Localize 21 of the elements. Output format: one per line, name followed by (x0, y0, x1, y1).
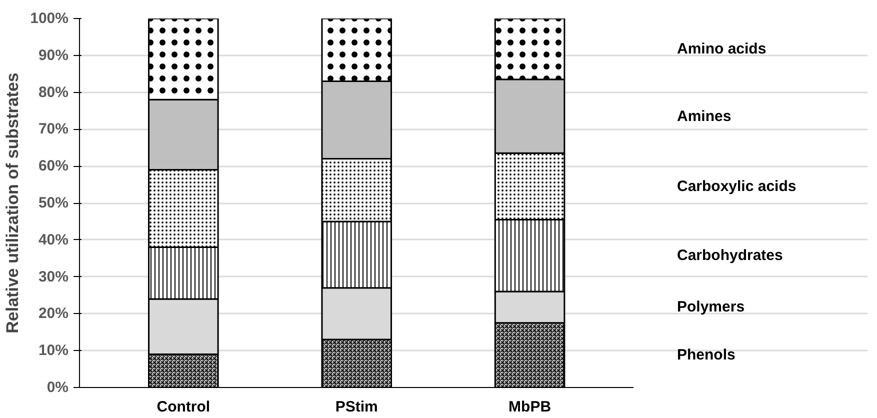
y-tick-label: 40% (38, 231, 69, 248)
text: Carboxylic acids (676, 178, 796, 195)
text: Carbohydrates (676, 247, 783, 264)
text: Amino acids (676, 40, 766, 58)
y-tick-label: 30% (38, 268, 69, 286)
y-axis-title: Relative utilization of substrates (3, 72, 22, 334)
y-tick-label: 90% (38, 46, 69, 64)
y-tick-label: 50% (38, 194, 69, 212)
text: Phenols (676, 346, 736, 364)
y-tick-label: 10% (38, 342, 69, 360)
y-tick-label: 70% (38, 120, 69, 138)
y-tick-label: 100% (30, 10, 69, 27)
y-tick-label: 20% (38, 305, 69, 322)
y-tick-label: 80% (38, 84, 69, 101)
x-tick-label: MbPB (508, 398, 552, 416)
text: Amines (676, 108, 732, 125)
x-tick-label: PStim (335, 398, 378, 416)
x-tick-label: Control (156, 398, 210, 416)
y-tick-label: 0% (46, 379, 69, 396)
text: Polymers (676, 298, 745, 316)
y-tick-label: 60% (38, 158, 69, 175)
